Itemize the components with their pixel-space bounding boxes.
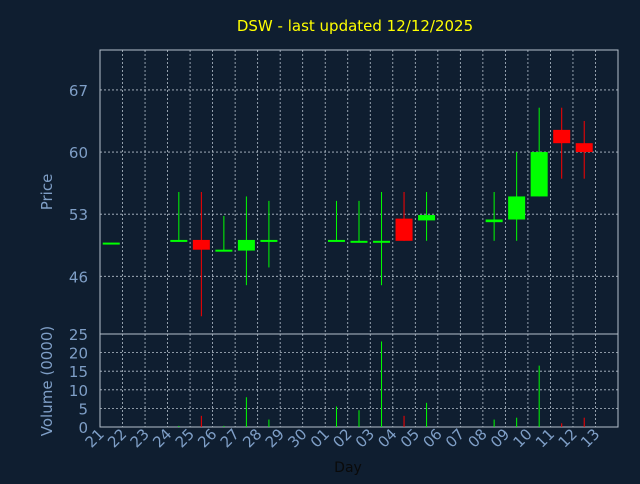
candle-body [485,219,503,223]
price-tick-label: 46 [69,268,88,286]
volume-tick-label: 0 [78,419,88,437]
candle-body [327,239,345,242]
candle-body [350,240,368,243]
candle-body [192,239,210,250]
candle-body [553,129,571,144]
price-axis-label: Price [38,174,56,211]
volume-bars [178,341,585,427]
day-tick-label: 13 [577,425,603,451]
candles [102,107,593,317]
candle-body [508,196,526,220]
volume-tick-label: 20 [69,345,88,363]
chart-title: DSW - last updated 12/12/2025 [237,17,473,35]
candle-body [530,152,548,197]
price-tick-label: 67 [69,82,88,100]
volume-axis-label: Volume (0000) [38,326,56,436]
candle-body [260,239,278,242]
volume-tick-label: 5 [78,400,88,418]
day-axis-label: Day [334,460,362,476]
candle-body [395,218,413,241]
grid [99,49,619,428]
candle-body [237,239,255,251]
candle-body [170,239,188,242]
price-tick-label: 60 [69,144,88,162]
volume-tick-label: 10 [69,382,88,400]
volume-tick-label: 15 [69,363,88,381]
candle-body [215,249,233,252]
volume-tick-label: 25 [69,326,88,344]
candle-body [373,240,391,243]
candle-body [575,143,593,153]
price-tick-label: 53 [69,206,88,224]
axis-ticks: 4653606705101520252122232425262728293001… [69,82,603,451]
candle-body [418,215,436,221]
candle-body [102,242,120,245]
